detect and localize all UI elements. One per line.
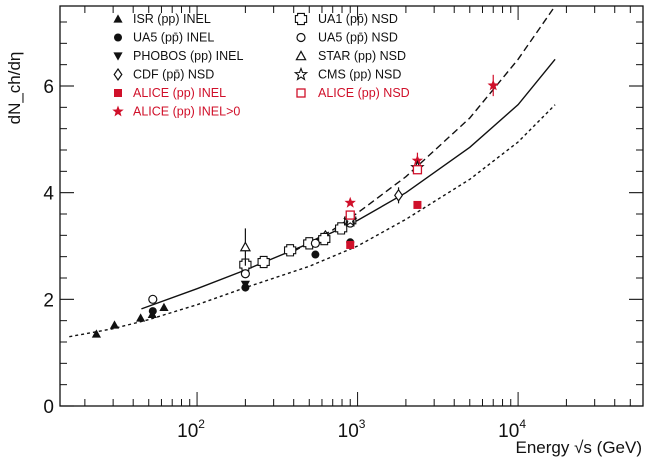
legend-marker [113, 52, 123, 61]
legend-label: ALICE (pp) INEL>0 [133, 105, 240, 119]
legend-label: UA1 (pp̄) NSD [318, 12, 398, 26]
data-point-ua1-pp-nsd [257, 255, 270, 269]
data-point-ua5-pp-inel [311, 250, 320, 259]
legend-label: ALICE (pp) INEL [133, 86, 226, 100]
data-point-isr-pp-inel [91, 329, 102, 338]
legend-marker [293, 66, 309, 81]
y-tick-label: 4 [43, 184, 54, 205]
legend-label: PHOBOS (pp) INEL [133, 49, 243, 63]
legend-marker [113, 14, 123, 23]
legend-marker [296, 32, 306, 43]
legend-marker [113, 67, 123, 82]
legend-label: UA5 (pp̄) NSD [318, 31, 398, 45]
legend-marker [296, 88, 306, 98]
fit-curve-dashed [293, 6, 556, 252]
data-point-ua1-pp-nsd [318, 232, 331, 246]
x-tick-label: 103 [338, 417, 366, 442]
data-point-ua5-pp-inel [148, 307, 157, 316]
data-point-alice-pp-inel-0 [344, 196, 356, 208]
data-point-phobos-pp-inel [240, 280, 250, 289]
legend-marker [112, 105, 124, 117]
data-point-isr-pp-inel [159, 302, 169, 312]
y-axis-title: dN_ch/dη [5, 52, 24, 125]
data-point-ua1-pp-nsd [283, 244, 297, 257]
data-point-isr-pp-inel [109, 320, 120, 329]
legend-label: STAR (pp) NSD [318, 49, 406, 63]
legend-marker [114, 89, 122, 97]
plot-frame [59, 5, 644, 407]
data-points [91, 74, 499, 338]
legend: ISR (pp) INEL UA5 (pp̄) INEL PHOBOS (pp) I… [112, 12, 410, 119]
data-point-ua1-pp-nsd [334, 222, 348, 235]
legend-label: CMS (pp) NSD [318, 68, 401, 82]
x-tick-label: 104 [498, 417, 526, 442]
fit-curves [69, 6, 556, 338]
x-axis-title: Energy √s (GeV) [516, 438, 642, 457]
data-point-isr-pp-inel [136, 313, 146, 322]
data-point-alice-pp-nsd [412, 165, 423, 175]
data-point-ua5-pp-nsd [148, 294, 158, 304]
legend-label: ALICE (pp) NSD [318, 86, 410, 100]
axis-ticks: 0 2 4 6 102 103 104 [43, 6, 644, 442]
data-point-cdf-pp-nsd [394, 188, 404, 202]
y-tick-label: 2 [43, 290, 54, 311]
data-point-alice-pp-nsd [345, 210, 355, 220]
legend-marker [294, 12, 308, 26]
legend-label: ISR (pp) INEL [133, 12, 211, 26]
fit-curve-solid [141, 58, 556, 310]
legend-marker [114, 33, 122, 42]
legend-label: CDF (pp̄) NSD [133, 68, 214, 82]
x-tick-label: 102 [177, 417, 205, 442]
data-point-ua5-pp-nsd [240, 269, 250, 279]
data-point-ua5-pp-nsd [310, 238, 320, 248]
legend-label: UA5 (pp̄) INEL [133, 31, 214, 45]
y-tick-label: 6 [43, 77, 54, 98]
legend-marker [295, 50, 307, 61]
data-point-star-pp-nsd [239, 241, 252, 252]
data-point-alice-pp-inel [413, 200, 422, 209]
fit-curve-dotted [69, 104, 556, 338]
y-tick-label: 0 [43, 397, 54, 418]
data-point-alice-pp-inel-0 [487, 79, 499, 91]
data-point-alice-pp-inel [346, 240, 355, 249]
